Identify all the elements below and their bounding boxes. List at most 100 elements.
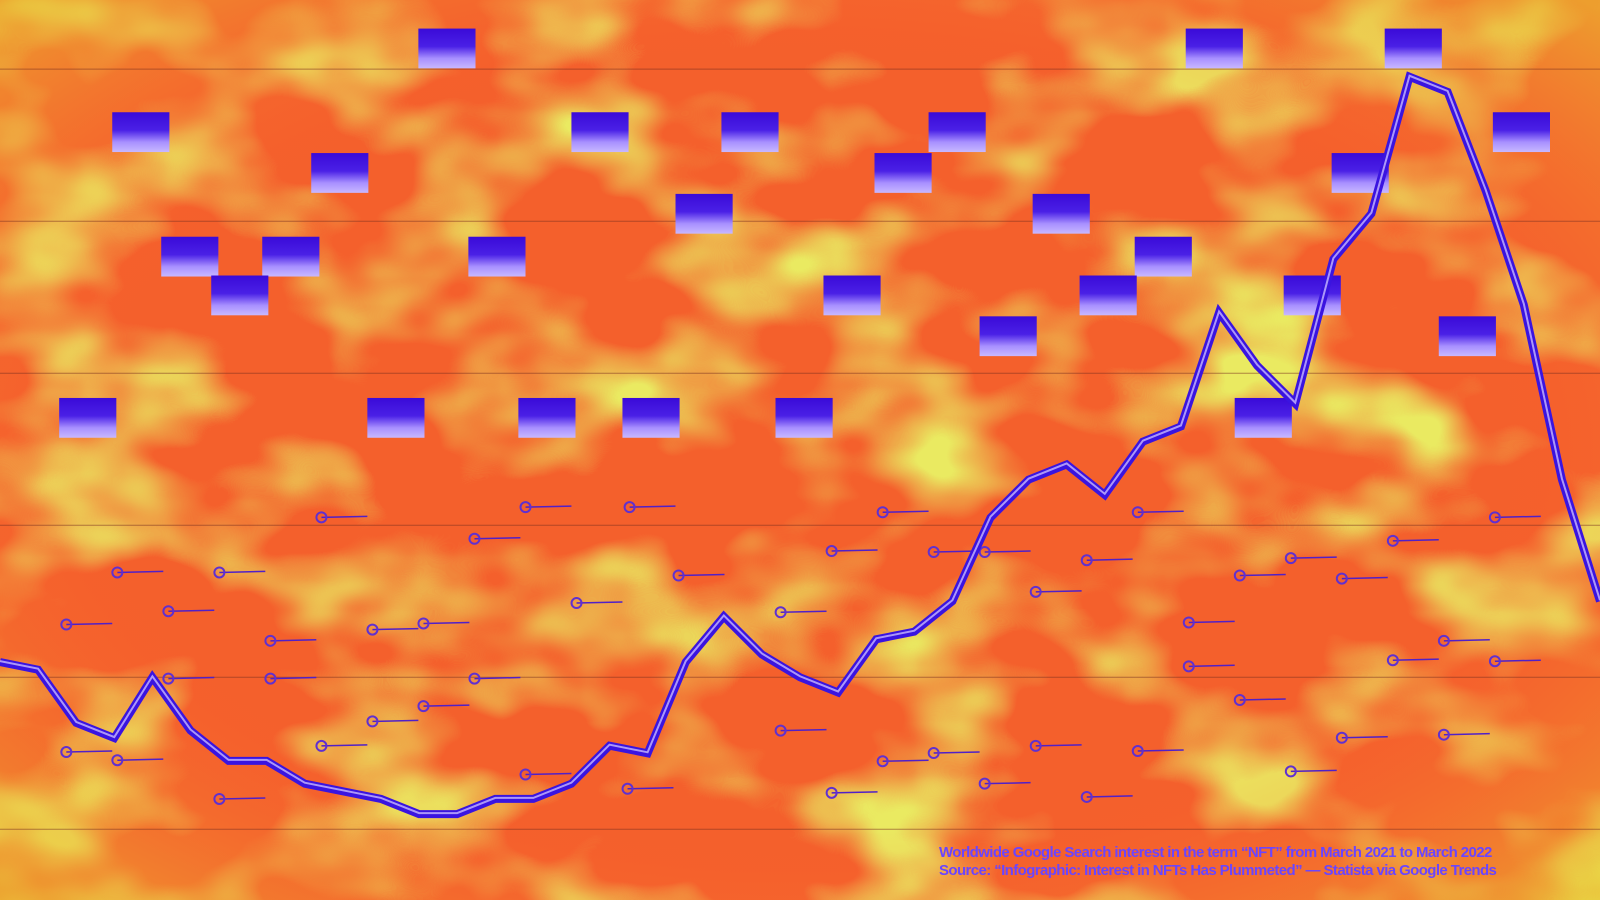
decor-pin	[1131, 745, 1144, 758]
decor-pin	[264, 634, 277, 647]
decor-pin	[1335, 731, 1348, 744]
decor-pin	[1341, 576, 1388, 580]
decor-pin	[1488, 655, 1501, 668]
decor-pin	[1494, 659, 1541, 662]
decor-square	[311, 153, 369, 193]
decor-square	[418, 28, 476, 69]
decor-pin	[66, 622, 113, 626]
decor-square	[775, 397, 833, 438]
decor-square	[211, 275, 269, 316]
decor-pin	[219, 797, 266, 800]
decor-pin	[1188, 664, 1235, 668]
decor-square	[468, 236, 526, 277]
decor-pin	[162, 605, 175, 618]
decor-pin	[468, 672, 481, 685]
decor-pin	[474, 676, 521, 680]
decor-pin	[1437, 634, 1450, 647]
decor-pin	[519, 501, 532, 514]
decor-pin	[315, 739, 328, 752]
decor-square	[161, 236, 219, 277]
decor-pin	[1182, 616, 1195, 629]
decor-square	[874, 153, 932, 193]
decor-pin	[468, 532, 481, 545]
decor-square	[1079, 275, 1137, 316]
decor-pin	[1335, 572, 1348, 585]
decor-pin	[978, 546, 991, 559]
decor-pin	[366, 715, 379, 728]
decor-pin	[474, 537, 521, 540]
decor-pin	[213, 566, 226, 579]
decor-pin	[1443, 639, 1490, 642]
decor-pin	[270, 639, 317, 642]
decor-pin	[882, 759, 929, 762]
decor-square	[1384, 28, 1442, 69]
caption: Worldwide Google Search interest in the …	[939, 844, 1492, 861]
decor-square	[1283, 275, 1341, 316]
decor-pin	[1239, 698, 1286, 701]
decor-pin	[774, 606, 787, 619]
decor-pin	[315, 511, 328, 524]
decor-square	[112, 112, 170, 153]
decor-pin	[1086, 558, 1133, 561]
decor-pin	[417, 700, 430, 713]
decor-square	[1134, 236, 1192, 277]
decor-pin	[876, 506, 889, 519]
decor-pin	[1386, 654, 1399, 667]
decor-square	[518, 397, 576, 438]
decoration	[0, 28, 1600, 830]
decor-pin	[927, 747, 940, 760]
decor-square	[675, 193, 733, 234]
decor-pin	[117, 570, 164, 574]
decor-pin	[1182, 660, 1195, 673]
decor-square	[262, 236, 320, 277]
decor-pin	[629, 505, 676, 508]
decor-pin	[876, 755, 889, 768]
decor-square	[823, 275, 881, 316]
decor-pin	[570, 597, 583, 610]
decor-pin	[519, 768, 532, 781]
decor-pin	[984, 781, 1031, 785]
decor-pin	[576, 601, 623, 604]
decor-pin	[111, 566, 124, 579]
decor-pin	[780, 728, 827, 732]
decor-pin	[1284, 552, 1297, 565]
decor-pin	[60, 618, 73, 631]
decor-pin	[372, 627, 419, 631]
decor-pin	[162, 672, 175, 685]
decor-pin	[1035, 590, 1082, 593]
decor-pin	[168, 609, 215, 612]
decor-pin	[213, 792, 226, 805]
decor-pin	[1488, 511, 1501, 524]
decor-pin	[423, 704, 470, 707]
decor-pin	[1392, 658, 1439, 661]
decor-pin	[525, 505, 572, 508]
line-highlight	[0, 74, 1600, 815]
decor-square	[979, 316, 1037, 357]
decor-pin	[627, 787, 674, 790]
decor-pin	[780, 610, 827, 613]
decor-pin	[623, 501, 636, 514]
decor-square	[928, 112, 986, 153]
decor-pin	[423, 621, 470, 625]
decor-square	[622, 397, 680, 438]
decor-pin	[321, 744, 368, 747]
decor-pin	[1494, 515, 1541, 519]
decor-pin	[1188, 620, 1235, 624]
decor-pin	[825, 786, 838, 799]
decor-pin	[984, 550, 1031, 553]
decor-pin	[1080, 790, 1093, 803]
decor-pin	[525, 772, 572, 776]
decor-pin	[1131, 506, 1144, 519]
decor-pin	[1239, 573, 1286, 577]
decor-pin	[825, 545, 838, 558]
decor-square	[1492, 112, 1550, 153]
decor-pin	[417, 617, 430, 630]
decor-square	[1234, 397, 1292, 438]
decor-pin	[1443, 732, 1490, 736]
decor-pin	[1392, 539, 1439, 542]
decor-pin	[1137, 749, 1184, 752]
decor-pin	[1080, 554, 1093, 567]
